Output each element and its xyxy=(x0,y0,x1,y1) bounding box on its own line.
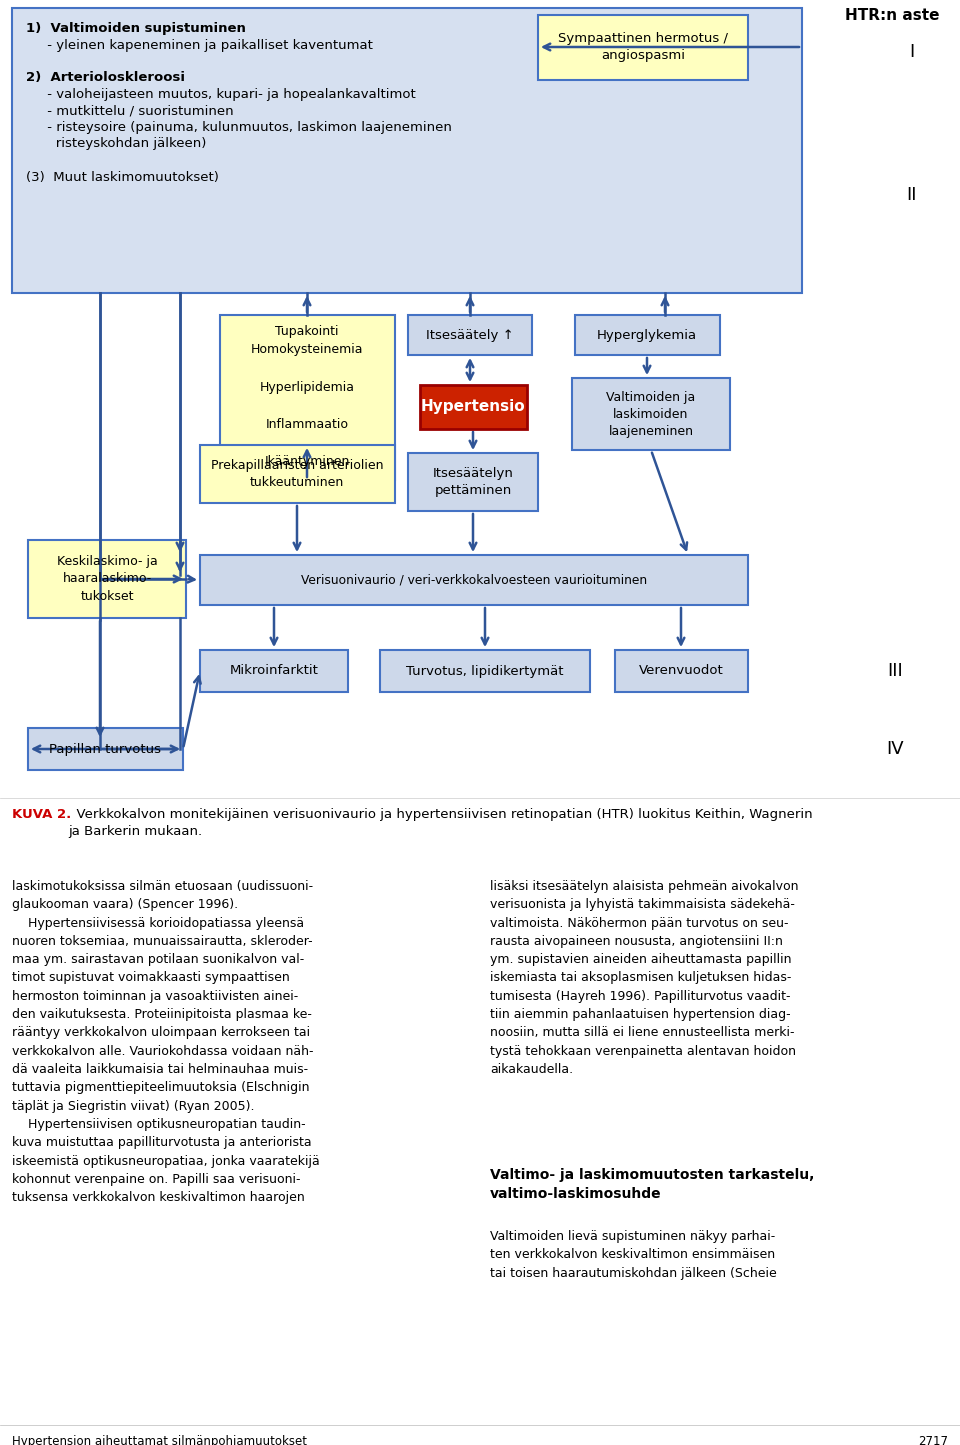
Text: Verisuonivaurio / veri-verkkokalvoesteen vaurioituminen: Verisuonivaurio / veri-verkkokalvoesteen… xyxy=(300,574,647,587)
Text: Turvotus, lipidikertymät: Turvotus, lipidikertymät xyxy=(406,665,564,678)
Text: - yleinen kapeneminen ja paikalliset kaventumat: - yleinen kapeneminen ja paikalliset kav… xyxy=(26,39,372,52)
Text: - mutkittelu / suoristuminen: - mutkittelu / suoristuminen xyxy=(26,104,233,117)
Text: Itsesäätelyn
pettäminen: Itsesäätelyn pettäminen xyxy=(433,467,514,497)
Bar xyxy=(200,445,395,503)
Text: (3)  Muut laskimomuutokset): (3) Muut laskimomuutokset) xyxy=(26,171,219,184)
Text: Verkkokalvon monitekijäinen verisuonivaurio ja hypertensiivisen retinopatian (HT: Verkkokalvon monitekijäinen verisuonivau… xyxy=(68,808,812,838)
Text: Papillan turvotus: Papillan turvotus xyxy=(49,743,161,756)
Text: Itsesäätely ↑: Itsesäätely ↑ xyxy=(426,328,514,341)
Text: Hypertension aiheuttamat silmänpohjamuutokset: Hypertension aiheuttamat silmänpohjamuut… xyxy=(12,1435,307,1445)
Text: I: I xyxy=(909,43,915,61)
Bar xyxy=(12,9,802,293)
Text: Sympaattinen hermotus /
angiospasmi: Sympaattinen hermotus / angiospasmi xyxy=(558,32,728,62)
Text: III: III xyxy=(887,662,902,681)
Text: 2)  Arterioloskleroosi: 2) Arterioloskleroosi xyxy=(26,71,185,84)
Text: Hypertensio: Hypertensio xyxy=(420,399,525,415)
Text: risteyskohdan jälkeen): risteyskohdan jälkeen) xyxy=(26,137,206,150)
Text: Valtimoiden ja
laskimoiden
laajeneminen: Valtimoiden ja laskimoiden laajeneminen xyxy=(607,390,696,438)
Text: Mikroinfarktit: Mikroinfarktit xyxy=(229,665,319,678)
Text: Valtimoiden lievä supistuminen näkyy parhai-
ten verkkokalvon keskivaltimon ensi: Valtimoiden lievä supistuminen näkyy par… xyxy=(490,1230,777,1280)
Bar xyxy=(538,14,748,79)
Text: - valoheijasteen muutos, kupari- ja hopealankavaltimot: - valoheijasteen muutos, kupari- ja hope… xyxy=(26,88,416,101)
Text: 1)  Valtimoiden supistuminen: 1) Valtimoiden supistuminen xyxy=(26,22,246,35)
Bar xyxy=(575,315,720,355)
Bar xyxy=(200,650,348,692)
Bar xyxy=(572,379,730,449)
Bar xyxy=(220,315,395,480)
Text: Verenvuodot: Verenvuodot xyxy=(638,665,724,678)
Text: KUVA 2.: KUVA 2. xyxy=(12,808,71,821)
Text: Prekapillaaristen arteriolien
tukkeutuminen: Prekapillaaristen arteriolien tukkeutumi… xyxy=(211,460,383,488)
Text: IV: IV xyxy=(886,740,903,759)
Text: 2717: 2717 xyxy=(918,1435,948,1445)
Text: HTR:n aste: HTR:n aste xyxy=(845,9,940,23)
Bar xyxy=(408,452,538,512)
Text: Valtimo- ja laskimomuutosten tarkastelu,
valtimo-laskimosuhde: Valtimo- ja laskimomuutosten tarkastelu,… xyxy=(490,1168,814,1201)
Text: lisäksi itsesäätelyn alaisista pehmeän aivokalvon
verisuonista ja lyhyistä takim: lisäksi itsesäätelyn alaisista pehmeän a… xyxy=(490,880,799,1077)
Text: - risteysoire (painuma, kulunmuutos, laskimon laajeneminen: - risteysoire (painuma, kulunmuutos, las… xyxy=(26,121,452,134)
Bar xyxy=(380,650,590,692)
Bar xyxy=(28,540,186,618)
Bar xyxy=(28,728,183,770)
Bar xyxy=(200,555,748,605)
Text: Tupakointi
Homokysteinemia

Hyperlipidemia

Inflammaatio

Ikääntyminen: Tupakointi Homokysteinemia Hyperlipidemi… xyxy=(251,325,363,468)
Text: Keskilaskimo- ja
haaralaskimo-
tukokset: Keskilaskimo- ja haaralaskimo- tukokset xyxy=(57,555,157,603)
Bar xyxy=(615,650,748,692)
Bar xyxy=(408,315,532,355)
Bar xyxy=(420,384,527,429)
Text: II: II xyxy=(907,186,917,204)
Text: Hyperglykemia: Hyperglykemia xyxy=(597,328,697,341)
Text: laskimotukoksissa silmän etuosaan (uudissuoni-
glaukooman vaara) (Spencer 1996).: laskimotukoksissa silmän etuosaan (uudis… xyxy=(12,880,320,1204)
